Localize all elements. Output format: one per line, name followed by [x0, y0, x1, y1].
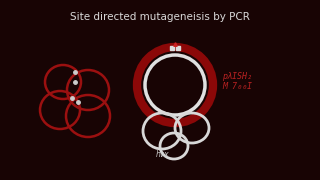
- Text: M 7₀₀I: M 7₀₀I: [222, 82, 252, 91]
- Text: Site directed mutageneisis by PCR: Site directed mutageneisis by PCR: [70, 12, 250, 22]
- Text: hνx: hνx: [156, 150, 170, 159]
- Text: pλISH₂: pλISH₂: [222, 72, 252, 81]
